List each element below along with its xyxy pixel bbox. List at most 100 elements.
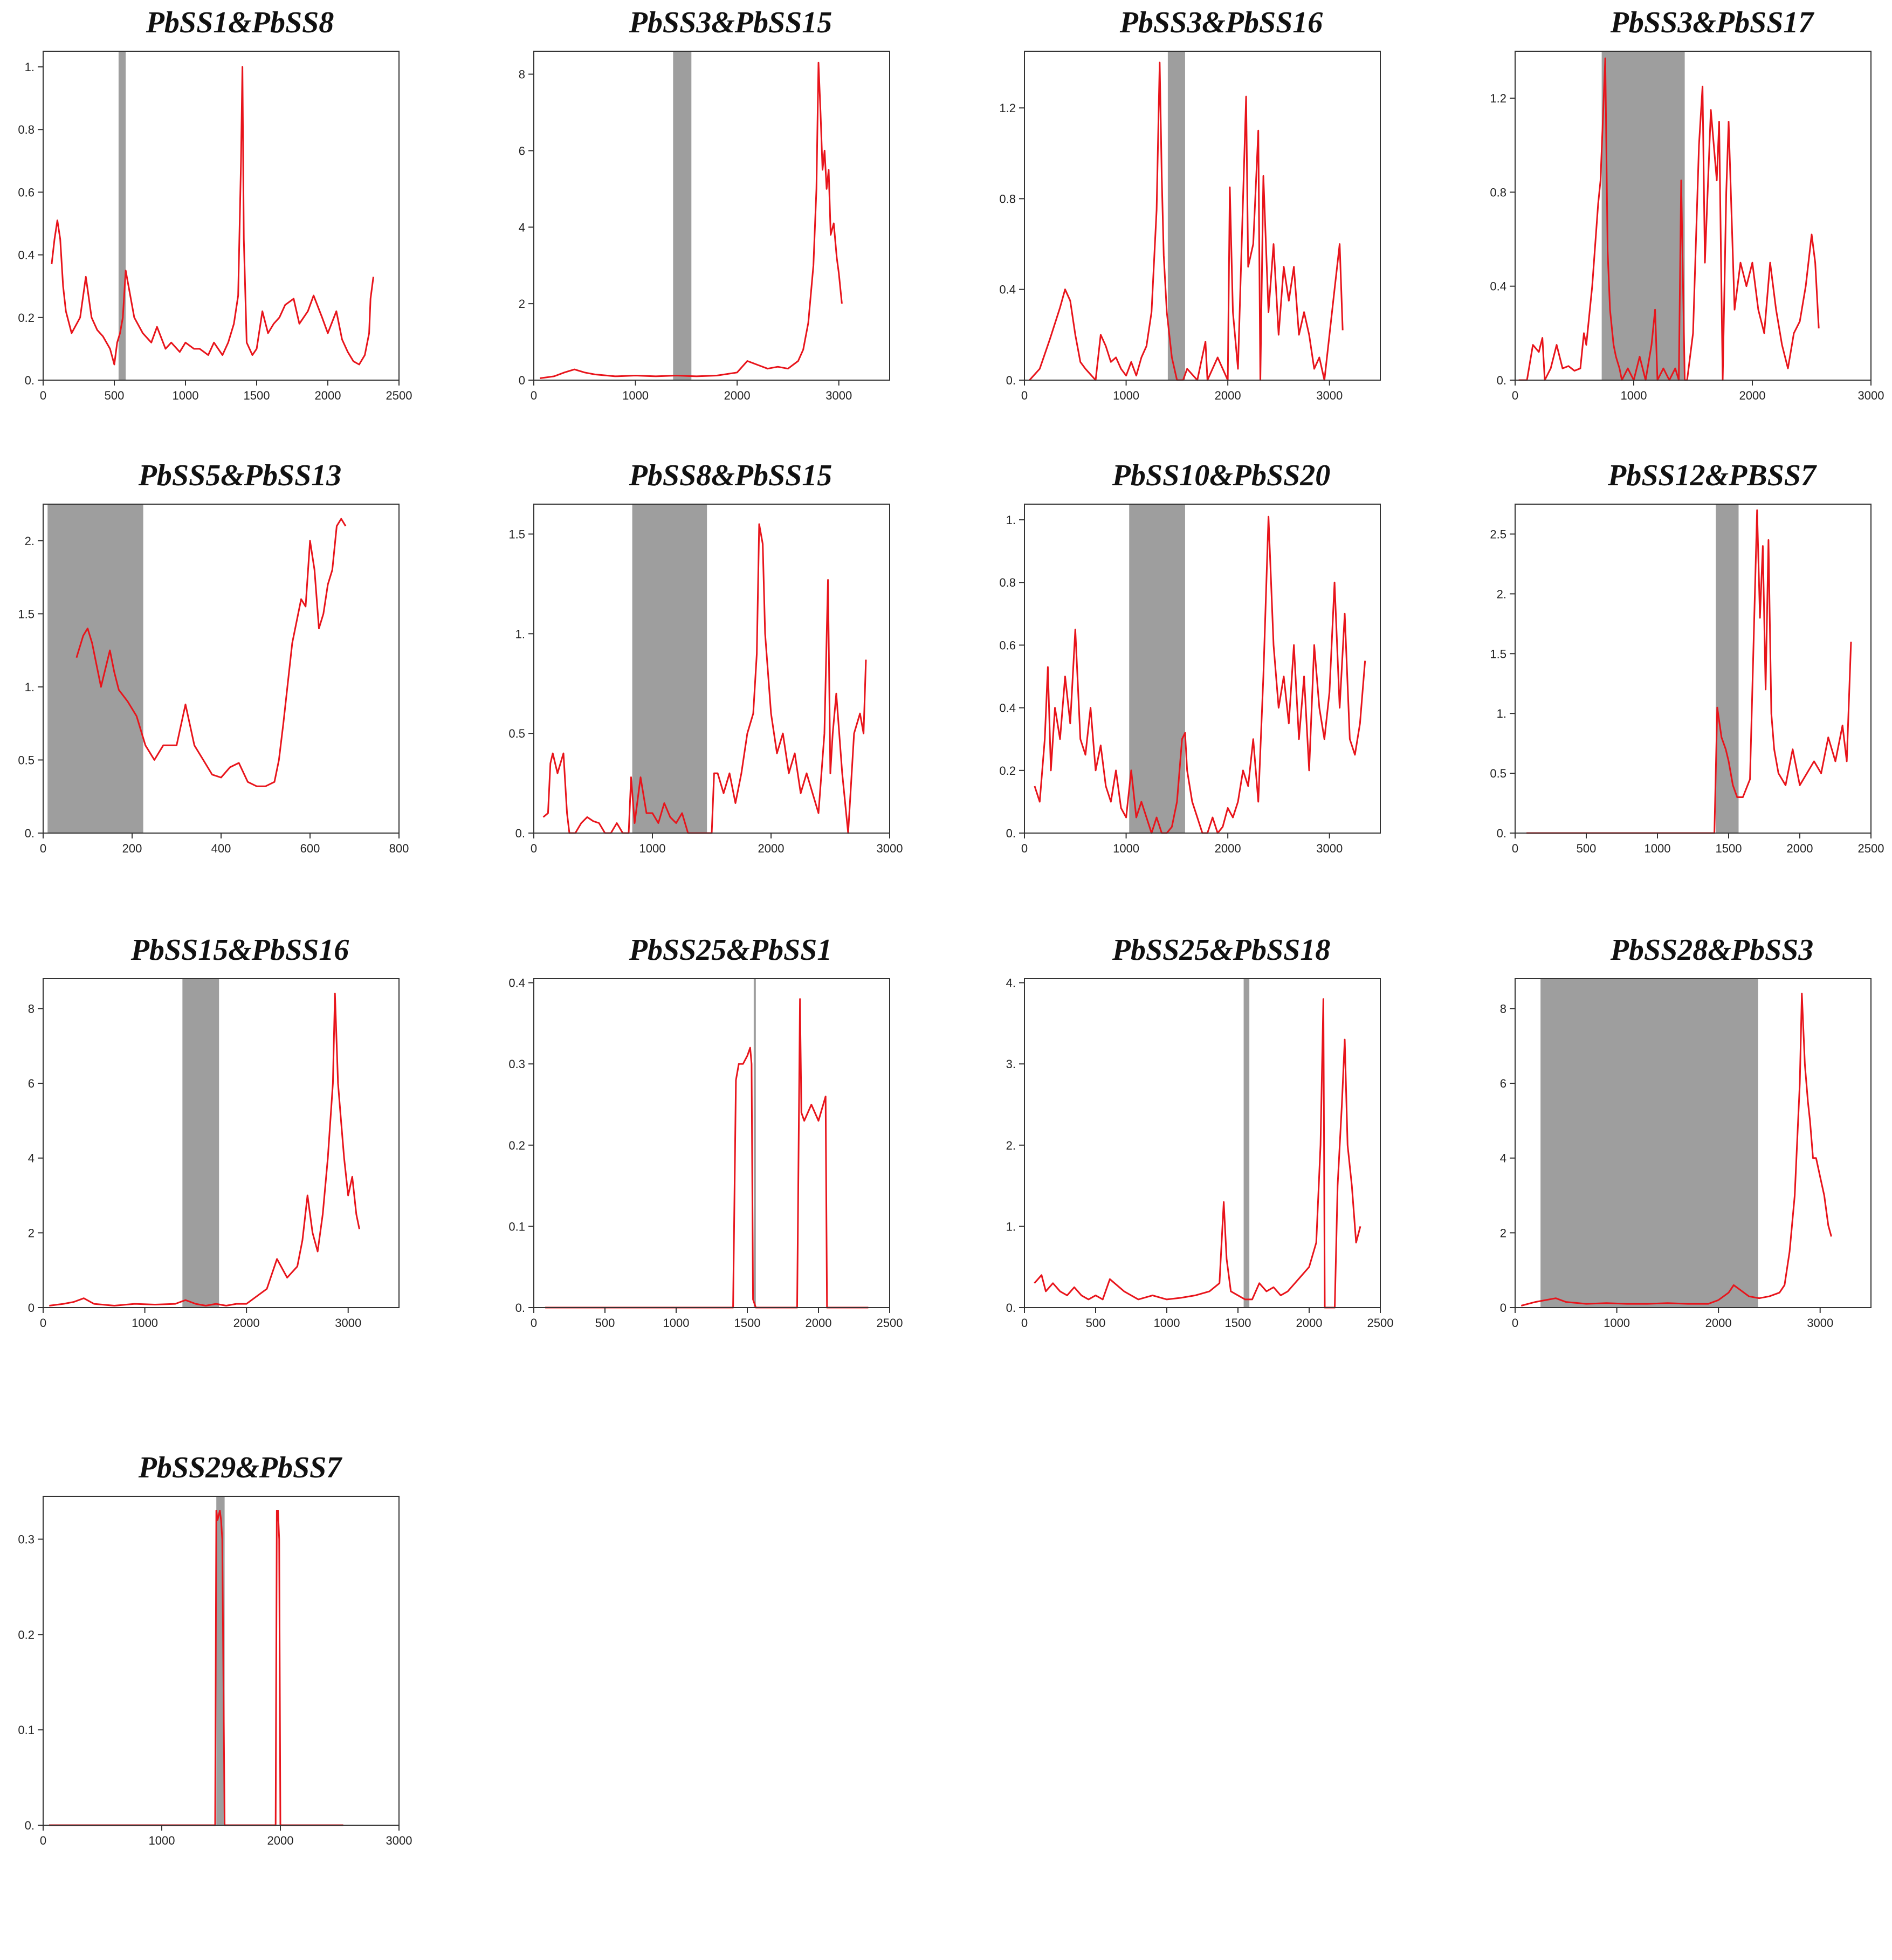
x-tick-label: 1000 [1621,389,1647,402]
y-tick-label: 4. [1006,976,1016,990]
chart-svg: 0 1000 2000 3000 0. 0.5 1. 1.5 [508,504,903,855]
x-tick-label: 1500 [1716,842,1742,855]
y-tick-label: 4 [28,1152,35,1165]
chart-title: PbSS8&PbSS15 [629,459,833,492]
y-tick-label: 0. [25,374,35,387]
chart-panel: PbSS1&PbSS8 0 500 1000 1500 2000 2500 0. 0.2 0.4 0… [11,0,469,464]
plot-frame [43,51,400,381]
x-tick-label: 3000 [335,1316,361,1330]
y-tick-label: 0. [1006,1301,1016,1315]
chart-title: PbSS1&PbSS8 [146,6,334,39]
y-tick-label: 0 [519,374,525,387]
chart-title: PbSS25&PbSS18 [1112,933,1331,967]
y-tick-label: 0.4 [999,283,1016,297]
x-tick-label: 0 [1021,842,1028,855]
shaded-region [47,504,143,833]
x-tick-label: 1000 [1113,389,1139,402]
y-tick-label: 0.8 [18,123,35,136]
chart-svg: 0 1000 2000 3000 0. 0.2 0.4 0.6 0.8 1. [999,504,1381,855]
plot-frame [533,978,890,1308]
shaded-region [1716,504,1739,833]
y-tick-label: 1.5 [1490,647,1506,661]
chart-title: PbSS29&PbSS7 [138,1451,342,1484]
chart-panel: PbSS8&PbSS15 0 1000 2000 3000 0. 0.5 1. 1.5 [501,453,960,917]
x-tick-label: 2500 [1858,842,1884,855]
shaded-region [1243,979,1250,1308]
x-tick-label: 0 [40,1316,46,1330]
series-line [49,993,360,1306]
x-tick-label: 3000 [1858,389,1884,402]
chart-title: PbSS25&PbSS1 [629,933,833,967]
x-tick-label: 1500 [734,1316,761,1330]
chart-panel: PbSS3&PbSS17 0 1000 2000 3000 0. 0.4 0.8 1.2 [1483,0,1892,464]
y-tick-label: 0.4 [1490,280,1506,293]
chart-svg: 0 1000 2000 3000 0. 0.1 0.2 0.3 [18,1496,412,1847]
chart-title: PbSS10&PbSS20 [1112,459,1331,492]
x-tick-label: 3000 [877,842,903,855]
x-tick-label: 0 [1021,1316,1028,1330]
y-tick-label: 1.2 [1490,92,1506,105]
series-line [540,61,843,379]
x-tick-label: 1000 [173,389,199,402]
x-tick-label: 800 [389,842,409,855]
x-tick-label: 600 [300,842,320,855]
plot-frame [1515,978,1872,1308]
y-tick-label: 0.4 [18,249,35,262]
y-tick-label: 6 [519,144,525,157]
plot-frame [533,51,890,381]
y-tick-label: 4 [1500,1152,1506,1165]
y-tick-label: 2 [28,1226,35,1240]
x-tick-label: 1000 [132,1316,158,1330]
x-tick-label: 200 [122,842,142,855]
y-tick-label: 1. [1497,707,1506,720]
x-tick-label: 2000 [806,1316,832,1330]
y-tick-label: 0.5 [1490,767,1506,780]
x-tick-label: 1000 [1645,842,1671,855]
y-tick-label: 2 [1500,1226,1506,1240]
plot-frame [43,978,400,1308]
x-tick-label: 0 [1021,389,1028,402]
x-tick-label: 1000 [663,1316,690,1330]
x-tick-label: 1000 [622,389,649,402]
y-tick-label: 0. [25,1819,35,1832]
shaded-region [673,51,692,380]
y-tick-label: 0.5 [508,727,525,740]
chart-title: PbSS12&PBSS7 [1608,459,1816,492]
y-tick-label: 0.4 [508,976,525,990]
y-tick-label: 0.4 [999,702,1016,715]
x-tick-label: 400 [211,842,231,855]
chart-title: PbSS28&PbSS3 [1610,933,1814,967]
series-line [1034,515,1366,834]
y-tick-label: 0. [1006,827,1016,840]
x-tick-label: 0 [1512,389,1518,402]
chart-panel: PbSS15&PbSS16 0 1000 2000 3000 0 2 4 6 8 [11,927,469,1391]
series-line [49,1510,343,1826]
chart-svg: 0 200 400 600 800 0. 0.5 1. 1.5 2. [18,504,409,855]
chart-panel: PbSS25&PbSS1 0 500 1000 1500 2000 2500 0. 0.1 0.2… [501,927,960,1391]
x-tick-label: 1000 [149,1834,175,1847]
y-tick-label: 1.5 [18,607,35,621]
y-tick-label: 0.2 [18,1628,35,1641]
x-tick-label: 2500 [1367,1316,1394,1330]
x-tick-label: 2000 [315,389,341,402]
y-tick-label: 0. [515,827,525,840]
y-tick-label: 0.6 [18,185,35,199]
x-tick-label: 500 [595,1316,615,1330]
chart-panel: PbSS5&PbSS13 0 200 400 600 800 0. 0.5 1. 1.5 2. [11,453,469,917]
plot-frame [43,1496,400,1826]
y-tick-label: 6 [1500,1077,1506,1090]
plot-frame [1024,51,1381,381]
x-tick-label: 0 [40,389,46,402]
x-tick-label: 3000 [1316,389,1343,402]
y-tick-label: 1. [515,627,525,641]
series-line [542,523,867,834]
chart-svg: 0 500 1000 1500 2000 2500 0. 0.1 0.2 0.3 0.4 [508,976,903,1330]
x-tick-label: 500 [1577,842,1597,855]
y-tick-label: 0.8 [999,576,1016,589]
y-tick-label: 2. [1497,587,1506,601]
chart-svg: 0 500 1000 1500 2000 2500 0. 0.5 1. 1.5 2. 2.5 [1490,504,1884,855]
chart-svg: 0 500 1000 1500 2000 2500 0. 0.2 0.4 0.6 0.8 1. [18,51,412,402]
y-tick-label: 0.6 [999,638,1016,652]
chart-svg: 0 1000 2000 3000 0 2 4 6 8 [1500,978,1872,1330]
